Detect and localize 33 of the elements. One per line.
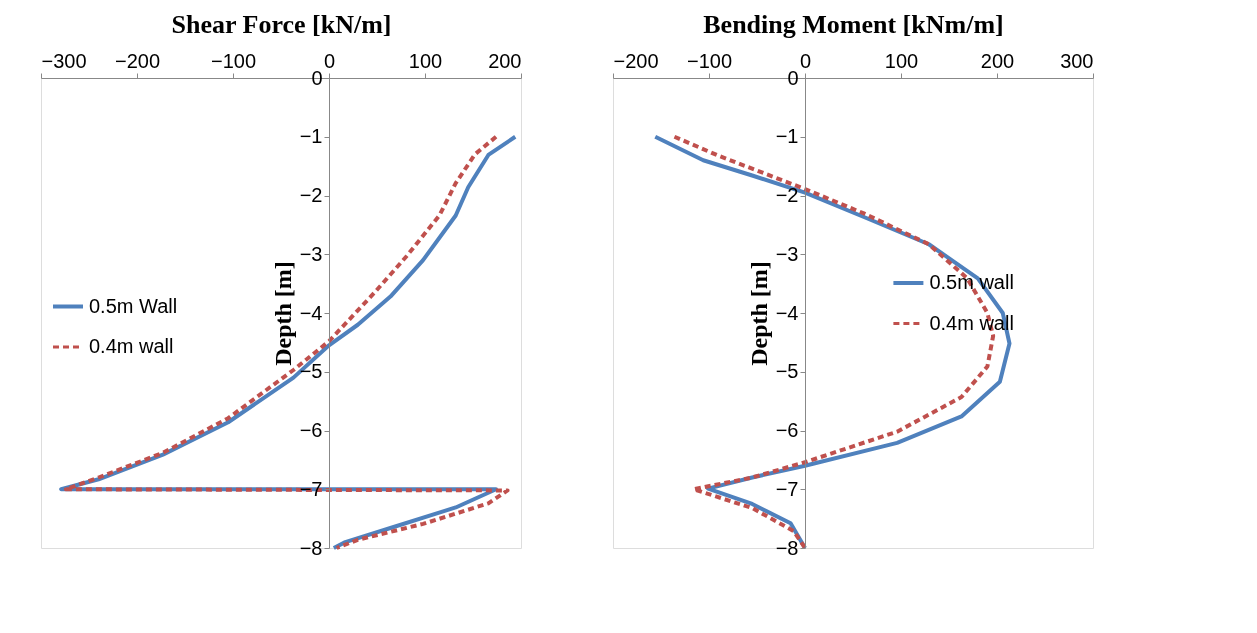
y-tick-label: −6 bbox=[299, 419, 323, 441]
x-tick-label: 100 bbox=[884, 49, 919, 72]
y-tick-label: −2 bbox=[775, 184, 799, 206]
x-tick-label: −100 bbox=[686, 49, 733, 72]
y-tick-label: −8 bbox=[775, 536, 799, 559]
y-tick-label: 0 bbox=[311, 66, 323, 89]
y-tick-label: −2 bbox=[299, 184, 323, 206]
x-tick-label: −100 bbox=[210, 49, 257, 72]
y-tick-label: −3 bbox=[299, 242, 323, 265]
y-tick-label: −4 bbox=[299, 301, 323, 324]
legend-label: 0.4m wall bbox=[89, 335, 174, 357]
x-tick-label: 300 bbox=[1060, 49, 1094, 72]
y-tick-label: −3 bbox=[775, 242, 799, 265]
x-axis-title: Shear Force [kN/m] bbox=[171, 9, 392, 39]
y-tick-label: −1 bbox=[775, 125, 799, 148]
y-tick-label: −6 bbox=[775, 419, 799, 441]
y-axis-title: Depth [m] bbox=[269, 261, 296, 366]
x-tick-label: −200 bbox=[114, 49, 161, 72]
y-tick-label: 0 bbox=[787, 66, 799, 89]
y-tick-label: −4 bbox=[775, 301, 799, 324]
y-tick-label: −8 bbox=[299, 536, 323, 559]
x-axis-title: Bending Moment [kNm/m] bbox=[703, 9, 1004, 39]
x-tick-label: −300 bbox=[41, 49, 87, 72]
y-tick-label: −5 bbox=[299, 360, 323, 383]
x-tick-label: −200 bbox=[613, 49, 659, 72]
y-tick-label: −5 bbox=[775, 360, 799, 383]
y-axis-title: Depth [m] bbox=[745, 261, 772, 366]
y-tick-label: −1 bbox=[299, 125, 323, 148]
x-tick-label: 200 bbox=[488, 49, 522, 72]
x-tick-label: 100 bbox=[408, 49, 443, 72]
legend-label: 0.5m Wall bbox=[89, 294, 178, 317]
x-tick-label: 200 bbox=[980, 49, 1015, 72]
y-tick-label: −7 bbox=[775, 477, 799, 500]
